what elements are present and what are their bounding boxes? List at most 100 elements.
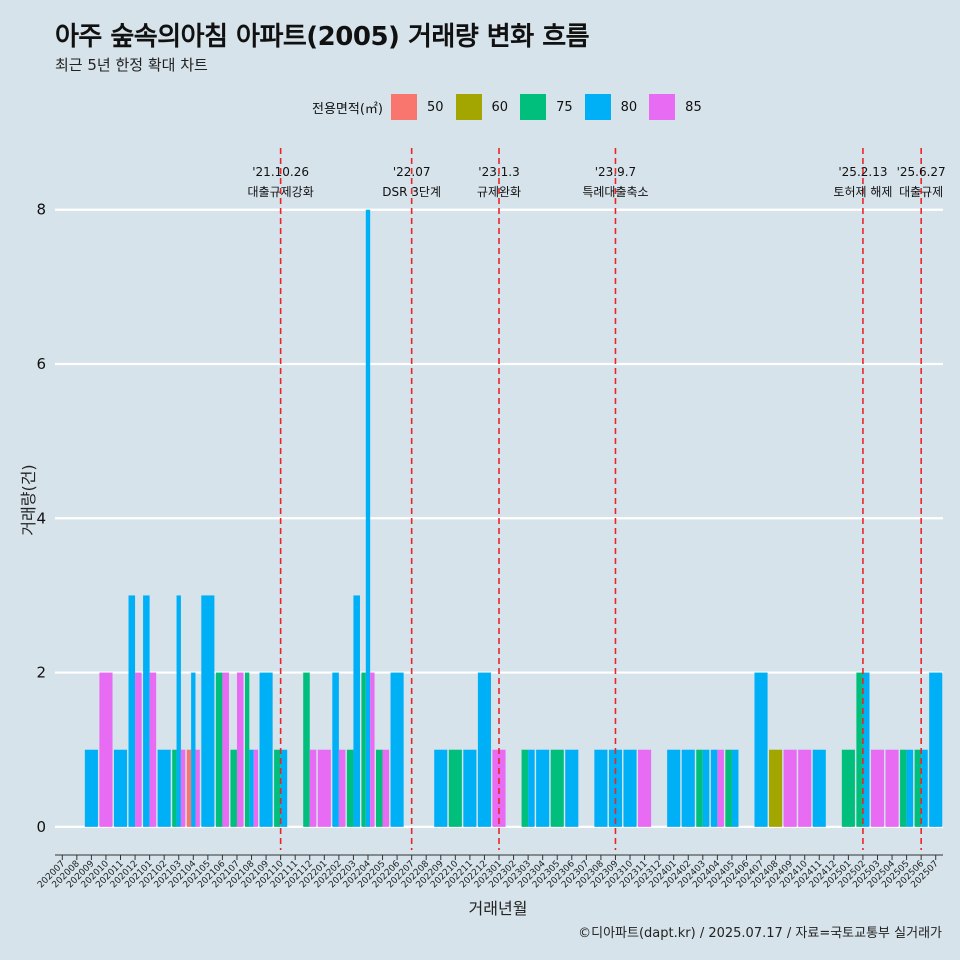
annotation-label: '23.9.7 특례대출축소: [582, 165, 648, 199]
bar-75-202403: [696, 749, 703, 827]
bar-85-202108: [253, 749, 259, 827]
annotation-date: '25.6.27: [897, 165, 946, 179]
annotation-text: DSR 3단계: [382, 185, 441, 199]
bar-85-202103: [180, 749, 186, 827]
legend-item-50: 50: [390, 94, 444, 120]
annotation-text: 대출규제강화: [248, 185, 314, 199]
bar-85-202410: [798, 749, 812, 827]
bar-85-202112: [309, 749, 317, 827]
legend-label-80: 80: [620, 99, 638, 115]
bar-75-202303: [521, 749, 529, 827]
legend-title: 전용면적(㎡): [312, 101, 383, 117]
bar-85-202104: [195, 749, 200, 827]
bar-80-202011: [113, 749, 128, 827]
bar-85-202106: [222, 672, 229, 827]
y-tick-label: 4: [36, 509, 46, 527]
annotation-date: '23.1.3: [478, 165, 519, 179]
bar-80-202206: [390, 672, 404, 827]
bar-80-202009: [84, 749, 98, 827]
bar-80-202104: [191, 672, 196, 827]
legend-swatch-80: [584, 94, 611, 120]
annotation-date: '23.9.7: [595, 165, 636, 179]
bar-60-202408: [769, 749, 783, 827]
legend-label-75: 75: [556, 99, 573, 115]
y-tick-label: 0: [36, 818, 46, 836]
bar-80-202308: [594, 749, 608, 827]
annotation-text: 규제완화: [477, 185, 521, 199]
legend-item-75: 75: [520, 94, 573, 120]
annotation-date: '25.2.13: [838, 165, 887, 179]
legend-item-80: 80: [584, 94, 638, 120]
bar-80-202101: [143, 595, 150, 827]
y-tick-label: 8: [36, 201, 46, 219]
y-tick-label: 2: [36, 664, 46, 682]
bar-80-202404: [710, 749, 718, 827]
y-tick-label: 6: [36, 355, 46, 373]
chart-title: 아주 숲속의아침 아파트(2005) 거래량 변화 흐름: [55, 22, 590, 52]
annotation-label: '23.1.3 규제완화: [477, 165, 521, 199]
bar-80-202203: [353, 595, 360, 827]
bar-80-202306: [565, 749, 579, 827]
chart-subtitle: 최근 5년 한정 확대 차트: [55, 56, 208, 74]
legend-swatch-50: [390, 94, 417, 120]
annotation-text: 특례대출축소: [582, 185, 648, 199]
bar-85-202101: [149, 672, 157, 827]
bar-80-202209: [434, 749, 448, 827]
bar-80-202411: [812, 749, 826, 827]
bar-75-202112: [303, 672, 310, 827]
bar-80-202109: [259, 672, 273, 827]
legend-label-50: 50: [426, 99, 444, 115]
annotation-date: '21.10.26: [252, 165, 309, 179]
bar-75-202203: [346, 749, 354, 827]
bar-75-202405: [725, 749, 732, 827]
bar-75-202204: [361, 672, 366, 827]
bar-80-202506: [921, 749, 928, 827]
bar-80-202102: [157, 749, 171, 827]
annotation-label: '25.6.27 대출규제: [897, 165, 946, 199]
bar-80-202505: [906, 749, 914, 827]
bar-75-202210: [448, 749, 462, 827]
bar-85-202204: [370, 672, 375, 827]
bar-80-202407: [754, 672, 768, 827]
bar-80-202103: [176, 595, 181, 827]
bar-85-202409: [783, 749, 797, 827]
bar-75-202205: [375, 749, 383, 827]
bar-80-202405: [731, 749, 739, 827]
bar-80-202110: [280, 749, 288, 827]
annotation-date: '22.07: [393, 165, 431, 179]
bar-75-202305: [550, 749, 564, 827]
caption: ©디아파트(dapt.kr) / 2025.07.17 / 자료=국토교통부 실…: [578, 926, 942, 941]
bar-85-202205: [382, 749, 390, 827]
bar-75-202506: [914, 749, 922, 827]
legend-label-85: 85: [685, 99, 702, 115]
bar-80-202303: [528, 749, 535, 827]
bar-85-202503: [870, 749, 885, 827]
bar-75-202505: [900, 749, 907, 827]
legend-swatch-75: [520, 94, 547, 120]
bar-85-202311: [638, 749, 652, 827]
bar-75-202110: [274, 749, 281, 827]
bar-80-202202: [332, 672, 339, 827]
bar-80-202211: [463, 749, 477, 827]
legend-label-60: 60: [491, 99, 509, 115]
bar-85-202404: [717, 749, 724, 827]
bar-85-202107: [236, 672, 244, 827]
bar-75-202501: [841, 749, 855, 827]
bar-80-202105: [201, 595, 215, 827]
bar-80-202402: [681, 749, 695, 827]
bar-75-202107: [230, 749, 237, 827]
legend-swatch-60: [455, 94, 482, 120]
bar-75-202103: [172, 749, 177, 827]
bar-85-202202: [338, 749, 346, 827]
bar-85-202010: [99, 672, 113, 827]
bar-80-202502: [862, 672, 870, 827]
bar-80-202401: [667, 749, 681, 827]
bar-75-202108: [244, 672, 250, 827]
x-axis-label: 거래년월: [469, 899, 528, 918]
annotation-text: 토허제 해제: [833, 185, 892, 199]
bar-85-202201: [317, 749, 331, 827]
legend-item-60: 60: [455, 94, 509, 120]
bar-80-202204: [365, 209, 371, 827]
bar-80-202212: [477, 672, 491, 827]
